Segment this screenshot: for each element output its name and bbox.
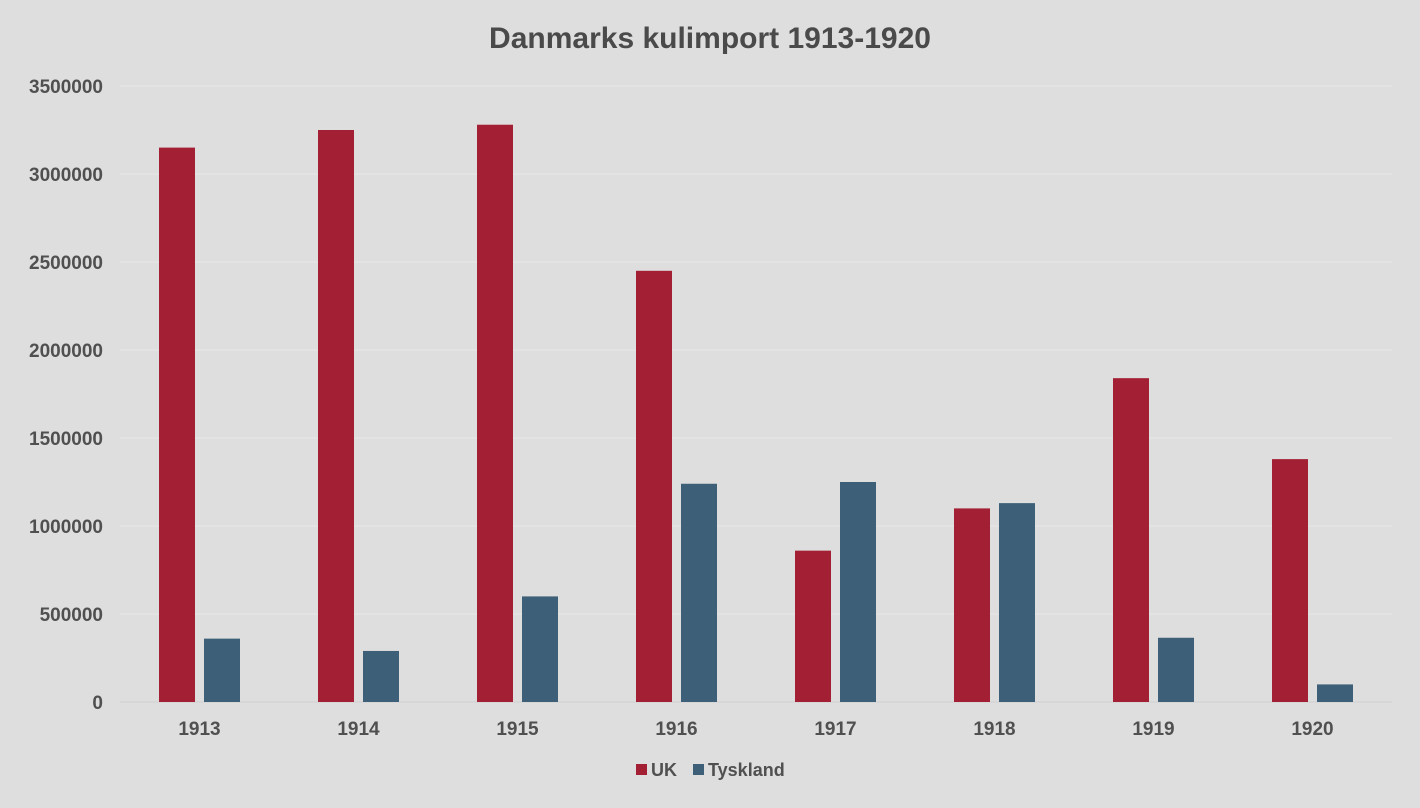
- y-tick-label: 500000: [40, 605, 103, 626]
- chart-title: Danmarks kulimport 1913-1920: [489, 22, 931, 55]
- bar-tyskland-1915: [522, 596, 558, 702]
- x-axis-tick-labels: 1913 1914 1915 1916 1917 1918 1919 1920: [178, 719, 1333, 740]
- x-tick-label: 1913: [178, 719, 220, 740]
- y-tick-label: 2500000: [29, 253, 103, 274]
- y-tick-label: 3000000: [29, 165, 103, 186]
- bar-tyskland-1920: [1317, 684, 1353, 702]
- bar-uk-1916: [636, 270, 672, 702]
- x-tick-label: 1917: [814, 719, 856, 740]
- x-tick-label: 1916: [655, 719, 697, 740]
- x-tick-label: 1919: [1132, 719, 1174, 740]
- bar-tyskland-1916: [681, 483, 717, 702]
- bar-uk-1920: [1272, 459, 1308, 702]
- x-tick-label: 1920: [1291, 719, 1333, 740]
- legend: UK Tyskland: [636, 760, 785, 780]
- bar-uk-1914: [318, 130, 354, 702]
- y-tick-label: 2000000: [29, 341, 103, 362]
- y-tick-label: 1000000: [29, 517, 103, 538]
- bar-tyskland-1914: [363, 650, 399, 702]
- y-tick-label: 3500000: [29, 77, 103, 98]
- bar-uk-1918: [954, 508, 990, 702]
- bars: [159, 124, 1353, 703]
- legend-label-tyskland: Tyskland: [708, 760, 785, 780]
- y-axis-tick-labels: 0 500000 1000000 1500000 2000000 2500000 30000…: [29, 77, 103, 714]
- gridlines: [120, 85, 1392, 703]
- bar-tyskland-1917: [840, 482, 876, 702]
- y-tick-label: 1500000: [29, 429, 103, 450]
- legend-swatch-tyskland: [693, 764, 704, 775]
- bar-uk-1913: [159, 147, 195, 703]
- bar-uk-1915: [477, 124, 513, 703]
- legend-swatch-uk: [636, 764, 647, 775]
- bar-uk-1917: [795, 550, 831, 702]
- x-tick-label: 1914: [337, 719, 380, 740]
- x-tick-label: 1915: [496, 719, 539, 740]
- legend-label-uk: UK: [651, 760, 677, 780]
- bar-uk-1919: [1113, 378, 1149, 702]
- y-tick-label: 0: [92, 693, 103, 714]
- bar-tyskland-1913: [204, 638, 240, 702]
- bar-tyskland-1919: [1158, 637, 1194, 702]
- bar-tyskland-1918: [999, 503, 1035, 702]
- x-tick-label: 1918: [973, 719, 1015, 740]
